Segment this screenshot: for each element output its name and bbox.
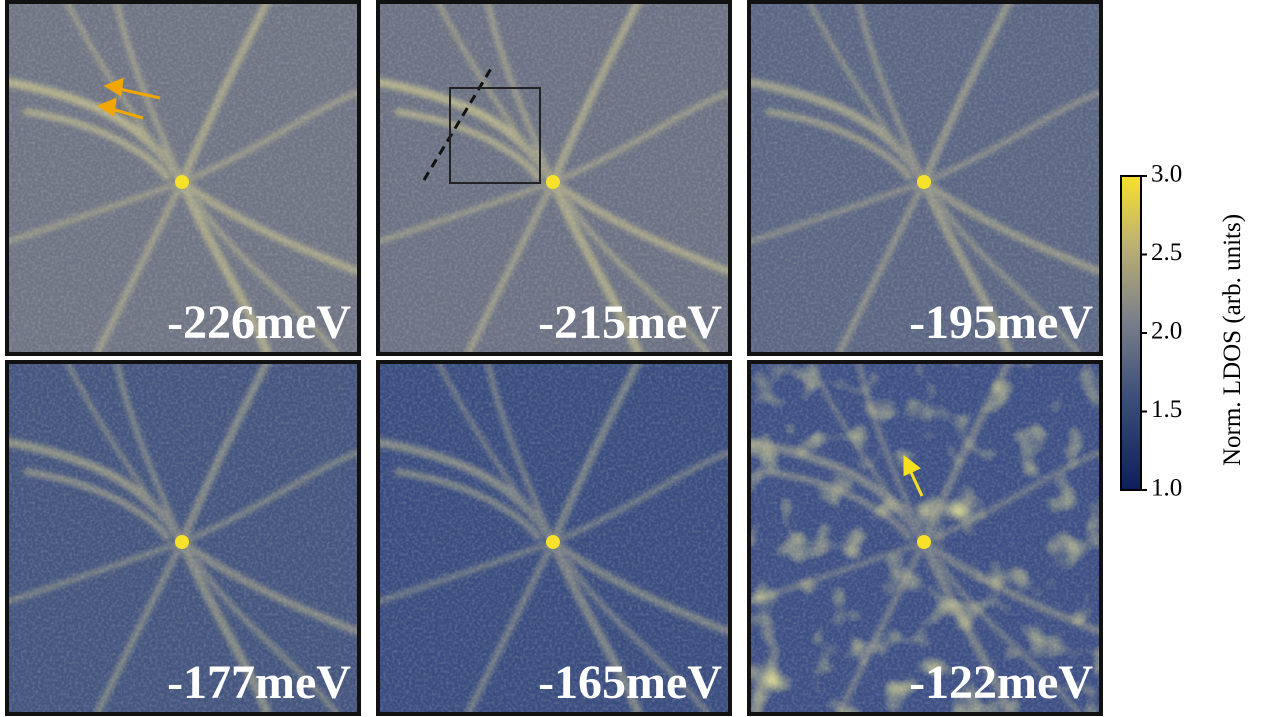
panel-border [376,360,732,716]
energy-label: -177meV [167,656,351,709]
center-spot [175,175,189,189]
energy-label: -165meV [538,656,722,709]
panel-border [747,0,1103,356]
panel-image [7,362,359,714]
center-spot [546,175,560,189]
dashed-line [422,66,494,181]
colorbar-tick-label: 2.0 [1151,318,1182,345]
panel-border [376,0,732,356]
energy-label: -215meV [538,296,722,349]
colorbar-tick-label: 1.0 [1151,475,1182,502]
panels: -226meV -215meV -195meV -177meV -165meV -122m… [5,0,1103,716]
ldos-panel: -226meV [5,0,361,356]
colorbar-label: Norm. LDOS (arb. units) [1219,214,1246,466]
energy-label: -122meV [909,656,1093,709]
panel-border [5,0,361,356]
ldos-panel: -195meV [747,0,1103,356]
colorbar-tick-label: 3.0 [1151,161,1182,188]
yellow-arrow [903,454,924,497]
ldos-panel: -165meV [376,360,732,716]
panel-border [747,360,1103,716]
roi-box [449,87,541,184]
panel-image [749,2,1101,354]
orange-arrows [96,77,161,120]
colorbar-tick-label: 1.5 [1151,396,1182,423]
center-spot [546,535,560,549]
ldos-panel: -215meV [376,0,732,356]
ldos-panel: -177meV [5,360,361,716]
center-spot [175,535,189,549]
energy-label: -195meV [909,296,1093,349]
ldos-panel: -122meV [747,360,1103,716]
panel-border [5,360,361,716]
panel-image [378,362,730,714]
colorbar [1120,175,1142,491]
annotations [96,66,924,497]
panel-image [378,2,730,354]
panel-image [7,2,359,354]
center-spot [917,175,931,189]
panel-image [749,362,1101,714]
colorbar-tick-label: 2.5 [1151,239,1182,266]
energy-label: -226meV [167,296,351,349]
center-spot [917,535,931,549]
